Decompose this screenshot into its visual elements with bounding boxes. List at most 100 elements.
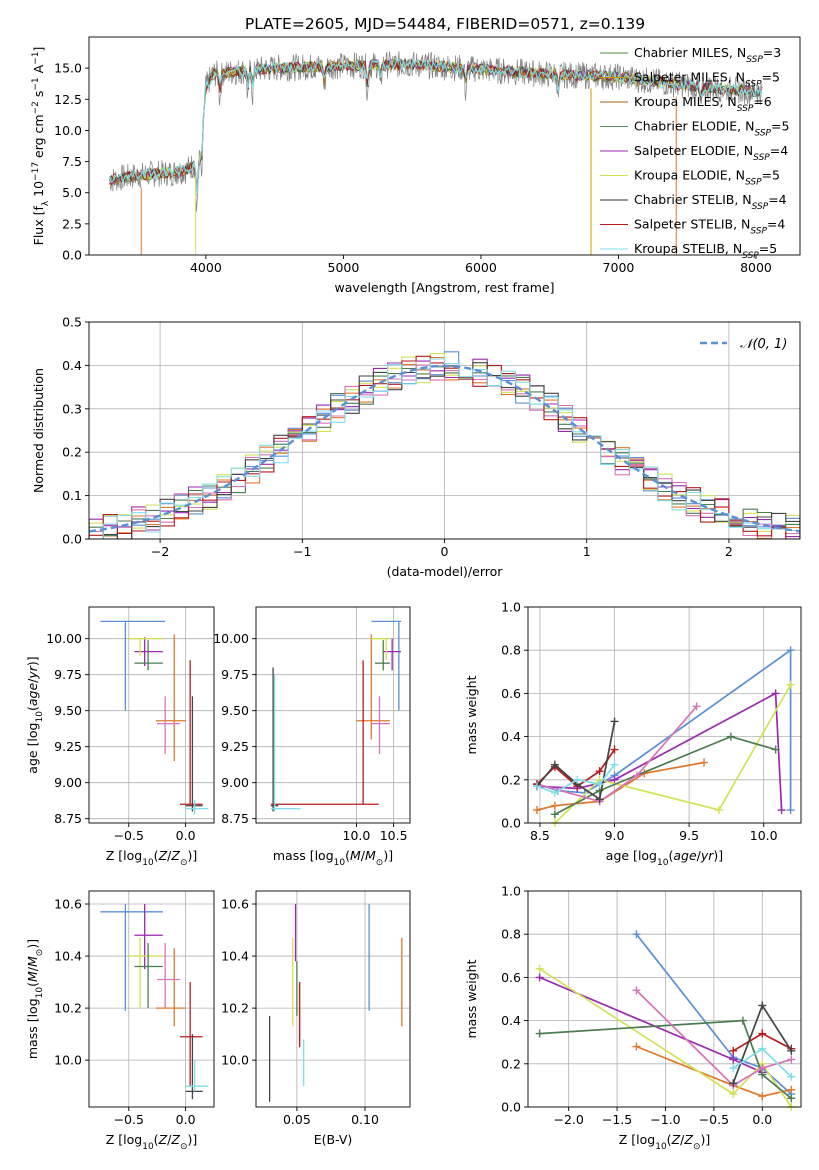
mass-vs-ebv-panel: 0.05 0.10 10.0 10.2 10.4 10.6 E(B-V) (221, 890, 411, 1147)
errorbar-point (185, 799, 209, 815)
y-axis-label: Flux [fλ 10−17 erg cm−2 s−1 A−1] (31, 47, 51, 246)
axes-frame (88, 36, 801, 256)
legend-label: Kroupa ELODIE, NSSP=5 (634, 168, 780, 188)
weight-line (539, 1019, 792, 1100)
x-tick-label: −1 (293, 544, 311, 559)
errorbar-point (185, 1060, 209, 1092)
weight-marker (610, 745, 619, 754)
y-axis-label: mass weight (464, 959, 479, 1038)
weight-marker (610, 760, 619, 769)
x-axis-label: Z [log10(Z/Z⊙)] (106, 848, 198, 868)
x-tick-label: 7000 (603, 260, 635, 275)
errorbar-point (157, 696, 180, 754)
y-axis-label: Normed distribution (31, 368, 46, 493)
x-tick-label: 9.0 (605, 828, 625, 843)
x-tick-label: 6000 (465, 260, 497, 275)
y-tick-label: 0.2 (501, 772, 521, 787)
weight-vs-age-panel: 8.5 9.0 9.5 10.0 0.0 0.2 0.4 0.6 0.8 1.0 age [log1… (464, 600, 802, 868)
weight-marker (787, 1085, 796, 1094)
errorbars (100, 904, 209, 1100)
legend-label: Salpeter STELIB, NSSP=4 (634, 217, 785, 237)
weight-marker (550, 801, 559, 810)
x-tick-label: 8000 (740, 260, 772, 275)
weight-marker (729, 1064, 738, 1073)
y-tick-label: 10.0 (54, 1053, 82, 1068)
legend-label: Kroupa STELIB, NSSP=5 (634, 241, 777, 261)
legend-label: Kroupa MILES, NSSP=6 (634, 94, 772, 114)
weight-line (539, 968, 793, 1108)
weight-series (729, 1044, 796, 1081)
y-tick-label: 0.6 (501, 970, 521, 985)
weight-series (729, 1001, 796, 1088)
weight-marker (573, 775, 582, 784)
weight-marker (786, 646, 795, 655)
normal-reference-curve (89, 364, 800, 533)
x-tick-label: 10.5 (380, 828, 408, 843)
legend-label: Salpeter ELODIE, NSSP=4 (634, 143, 788, 163)
errorbar-point (134, 904, 163, 970)
x-tick-label: 0.0 (752, 1112, 772, 1127)
weight-marker (729, 1079, 738, 1088)
errorbar-point (375, 640, 390, 671)
y-tick-label: 0.8 (501, 643, 521, 658)
y-tick-label: 9.50 (54, 703, 82, 718)
y-tick-label: 9.00 (221, 775, 249, 790)
spectrum-lines (109, 51, 763, 255)
y-tick-label: 5.0 (62, 185, 82, 200)
weight-marker (786, 680, 795, 689)
legend-label: 𝒩(0, 1) (740, 337, 787, 352)
x-tick-label: −1.5 (602, 1112, 632, 1127)
weight-marker (595, 767, 604, 776)
weight-marker (771, 689, 780, 698)
weight-series (532, 702, 701, 806)
weight-line (554, 735, 776, 816)
y-tick-label: 15.0 (54, 61, 82, 76)
y-tick-label: 10.0 (221, 1053, 249, 1068)
y-axis-label: mass weight (464, 675, 479, 754)
y-tick-label: 0.1 (62, 488, 82, 503)
errorbar-point (128, 937, 163, 1009)
errorbar-point (270, 660, 379, 805)
weight-marker (738, 1016, 747, 1025)
x-axis-label: (data-model)/error (387, 564, 504, 579)
weight-marker (532, 782, 541, 791)
x-tick-label: 0.05 (283, 1112, 311, 1127)
weight-marker (692, 702, 701, 711)
y-tick-label: 9.25 (221, 739, 249, 754)
weight-marker (610, 775, 619, 784)
weight-marker (632, 1042, 641, 1051)
y-tick-label: 0.6 (501, 686, 521, 701)
y-tick-label: 9.25 (54, 739, 82, 754)
y-tick-label: 12.5 (54, 92, 82, 107)
x-tick-label: −1.0 (650, 1112, 680, 1127)
y-tick-label: 10.0 (54, 123, 82, 138)
y-tick-label: 10.2 (221, 1001, 249, 1016)
x-tick-label: 0.0 (176, 828, 196, 843)
y-tick-label: 2.5 (62, 216, 82, 231)
y-tick-label: 0.4 (501, 729, 521, 744)
y-tick-label: 0.3 (62, 401, 82, 416)
weight-marker (729, 1055, 738, 1064)
spectrum-panel: 4000 5000 6000 7000 8000 0.0 2.5 5.0 7.5 10.0 12.5… (31, 36, 801, 295)
weight-marker (714, 806, 723, 815)
y-tick-label: 10.6 (221, 897, 249, 912)
residual-histogram (89, 358, 800, 539)
y-tick-label: 0.0 (62, 532, 82, 547)
y-tick-label: 7.5 (62, 154, 82, 169)
weight-marker (758, 1044, 767, 1053)
x-axis-label: Z [log10(Z/Z⊙)] (106, 1132, 198, 1152)
y-tick-label: 0.0 (501, 1100, 521, 1115)
weight-marker (535, 1029, 544, 1038)
y-tick-label: 10.2 (54, 1001, 82, 1016)
weight-marker (787, 1072, 796, 1081)
figure-title: PLATE=2605, MJD=54484, FIBERID=0571, z=0… (245, 15, 645, 33)
x-tick-label: −2.0 (553, 1112, 583, 1127)
weight-marker (532, 806, 541, 815)
y-tick-label: 0.2 (501, 1056, 521, 1071)
y-tick-label: 10.00 (213, 631, 249, 646)
y-tick-label: 9.50 (221, 703, 249, 718)
weight-marker (595, 780, 604, 789)
age-vs-mass-panel: 10.0 10.5 8.75 9.00 9.25 9.50 9.75 10.00 mass [l… (213, 606, 411, 868)
y-tick-label: 0.4 (62, 358, 82, 373)
